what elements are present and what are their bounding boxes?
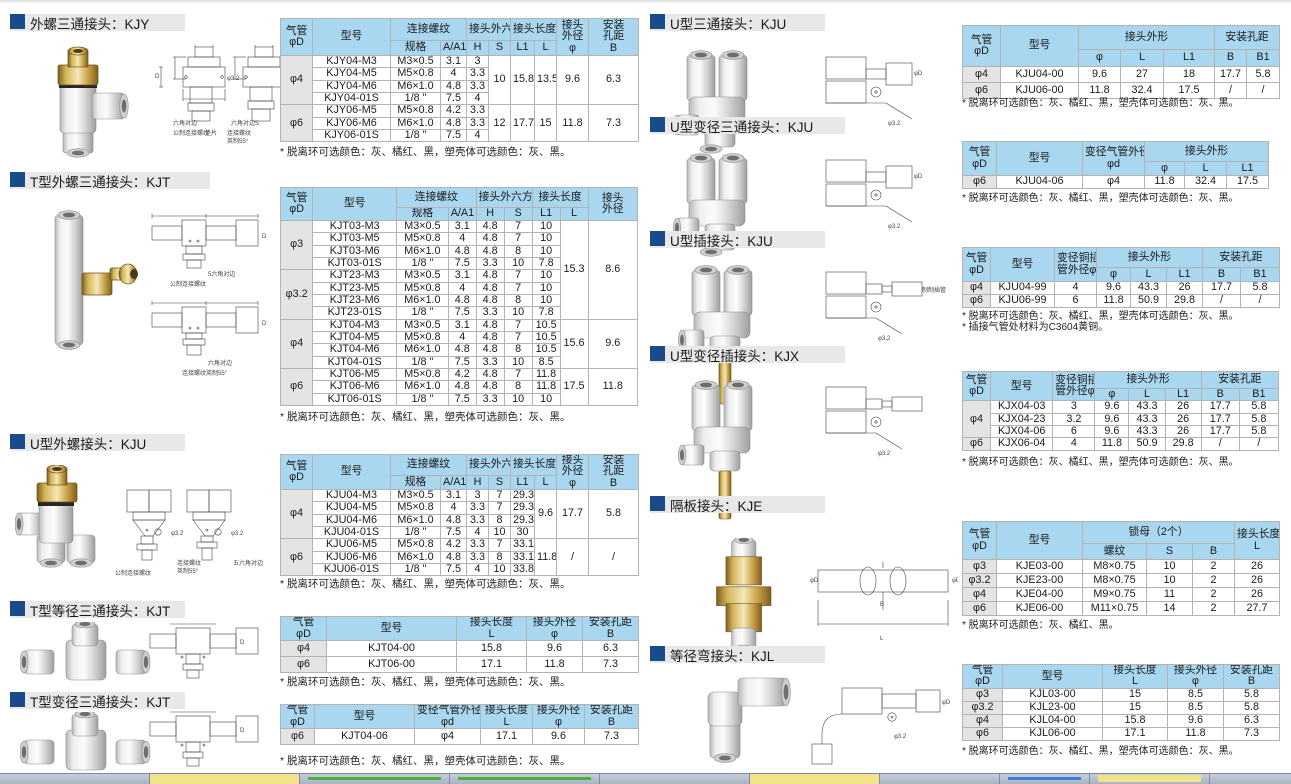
svg-text:φ3.2: φ3.2	[878, 336, 891, 342]
svg-text:五六角对边: 五六角对边	[233, 559, 263, 567]
svg-text:公制连接螺纹: 公制连接螺纹	[170, 280, 206, 288]
svg-text:D: D	[240, 640, 245, 646]
svg-text:D: D	[240, 728, 245, 734]
svg-text:D: D	[262, 234, 267, 240]
svg-text:φD: φD	[914, 71, 923, 77]
svg-text:六角对边: 六角对边	[208, 359, 232, 367]
svg-text:φD: φD	[810, 578, 819, 584]
svg-text:连接螺纹英制55°: 连接螺纹英制55°	[182, 369, 228, 377]
svg-text:φ3.2: φ3.2	[894, 734, 907, 740]
svg-text:六角对边: 六角对边	[173, 119, 197, 127]
svg-text:制制插管: 制制插管	[922, 286, 946, 294]
svg-text:公制连接螺纹: 公制连接螺纹	[173, 129, 209, 137]
svg-text:英制55°: 英制55°	[227, 137, 249, 145]
svg-text:φD: φD	[914, 174, 923, 180]
svg-text:5六角对边: 5六角对边	[208, 270, 235, 278]
svg-text:英制55°: 英制55°	[177, 567, 199, 575]
svg-text:D: D	[262, 321, 267, 327]
svg-text:φD: φD	[952, 578, 958, 584]
svg-text:φ3.2: φ3.2	[231, 531, 244, 537]
svg-text:φ3.2: φ3.2	[888, 224, 901, 230]
svg-text:公制连接螺纹: 公制连接螺纹	[115, 569, 151, 577]
svg-text:φD: φD	[942, 700, 951, 706]
svg-text:B: B	[880, 602, 884, 608]
svg-text:连接螺纹: 连接螺纹	[177, 559, 201, 567]
svg-text:D: D	[155, 74, 160, 80]
svg-text:φ3.2: φ3.2	[878, 451, 891, 457]
svg-text:连接螺纹: 连接螺纹	[227, 129, 251, 137]
svg-text:L: L	[880, 636, 884, 642]
svg-text:φ3.2: φ3.2	[888, 121, 901, 127]
svg-text:六角对边S: 六角对边S	[231, 119, 259, 127]
